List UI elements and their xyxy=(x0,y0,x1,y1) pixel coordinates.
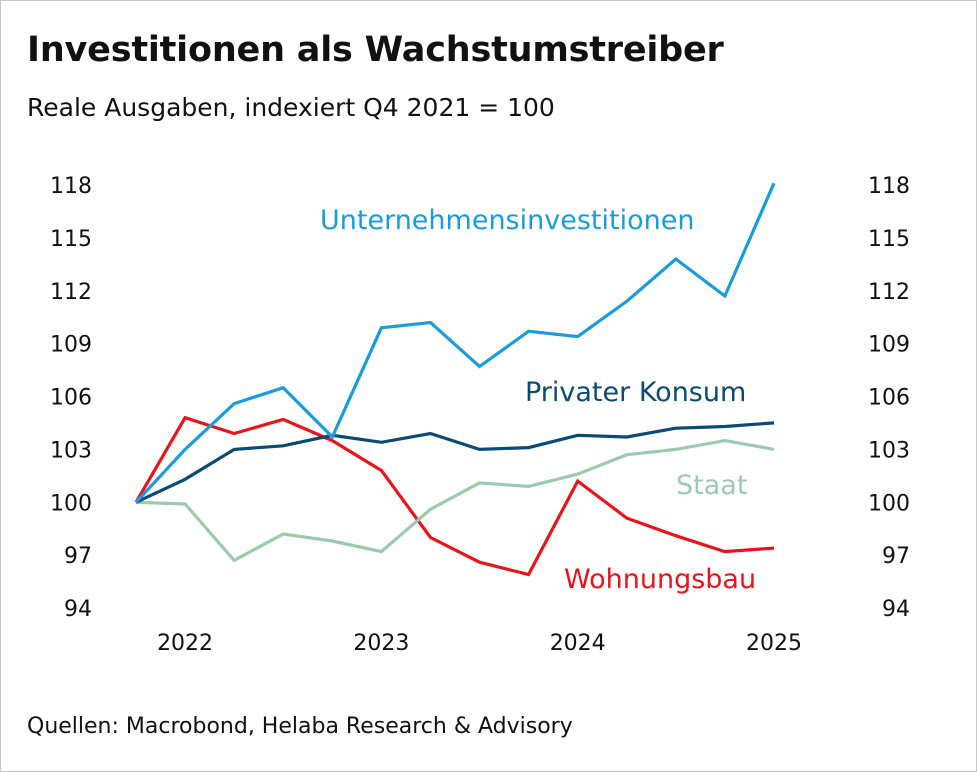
series-label-staat: Staat xyxy=(676,470,747,501)
y-tick-label-right: 118 xyxy=(868,174,910,199)
chart-subtitle: Reale Ausgaben, indexiert Q4 2021 = 100 xyxy=(27,93,555,122)
x-tick-label: 2025 xyxy=(746,631,802,656)
y-tick-label-right: 103 xyxy=(868,438,910,463)
series-label-unternehmensinvestitionen: Unternehmensinvestitionen xyxy=(320,205,694,236)
y-tick-label-left: 106 xyxy=(50,386,92,411)
y-tick-label-left: 109 xyxy=(50,333,92,358)
y-tick-label-left: 94 xyxy=(64,597,92,622)
series-line-privater-konsum xyxy=(135,421,775,504)
y-tick-label-left: 118 xyxy=(50,174,92,199)
series-lines xyxy=(134,182,776,577)
series-label-privater-konsum: Privater Konsum xyxy=(525,377,746,408)
y-tick-label-right: 97 xyxy=(882,544,910,569)
series-line-staat xyxy=(135,438,775,563)
x-axis: 2022 2023 2024 2025 xyxy=(157,631,802,656)
series-line-unternehmensinvestitionen xyxy=(134,182,776,504)
y-axis-right: 94 97 100 103 106 109 112 115 118 xyxy=(868,174,910,622)
y-tick-label-right: 115 xyxy=(868,227,910,252)
chart-title: Investitionen als Wachstumstreiber xyxy=(27,30,724,70)
x-tick-label: 2022 xyxy=(157,631,213,656)
y-tick-label-left: 112 xyxy=(50,280,92,305)
y-tick-label-left: 97 xyxy=(64,544,92,569)
source-note: Quellen: Macrobond, Helaba Research & Ad… xyxy=(27,714,573,739)
y-tick-label-right: 112 xyxy=(868,280,910,305)
y-tick-label-left: 103 xyxy=(50,438,92,463)
x-tick-label: 2023 xyxy=(353,631,409,656)
y-tick-label-right: 100 xyxy=(868,491,910,516)
series-label-wohnungsbau: Wohnungsbau xyxy=(564,564,756,595)
y-tick-label-left: 115 xyxy=(50,227,92,252)
y-axis-left: 94 97 100 103 106 109 112 115 118 xyxy=(50,174,92,622)
y-tick-label-right: 109 xyxy=(868,333,910,358)
y-tick-label-left: 100 xyxy=(50,491,92,516)
y-tick-label-right: 94 xyxy=(882,597,910,622)
series-line-wohnungsbau xyxy=(134,415,775,577)
x-tick-label: 2024 xyxy=(550,631,606,656)
y-tick-label-right: 106 xyxy=(868,386,910,411)
